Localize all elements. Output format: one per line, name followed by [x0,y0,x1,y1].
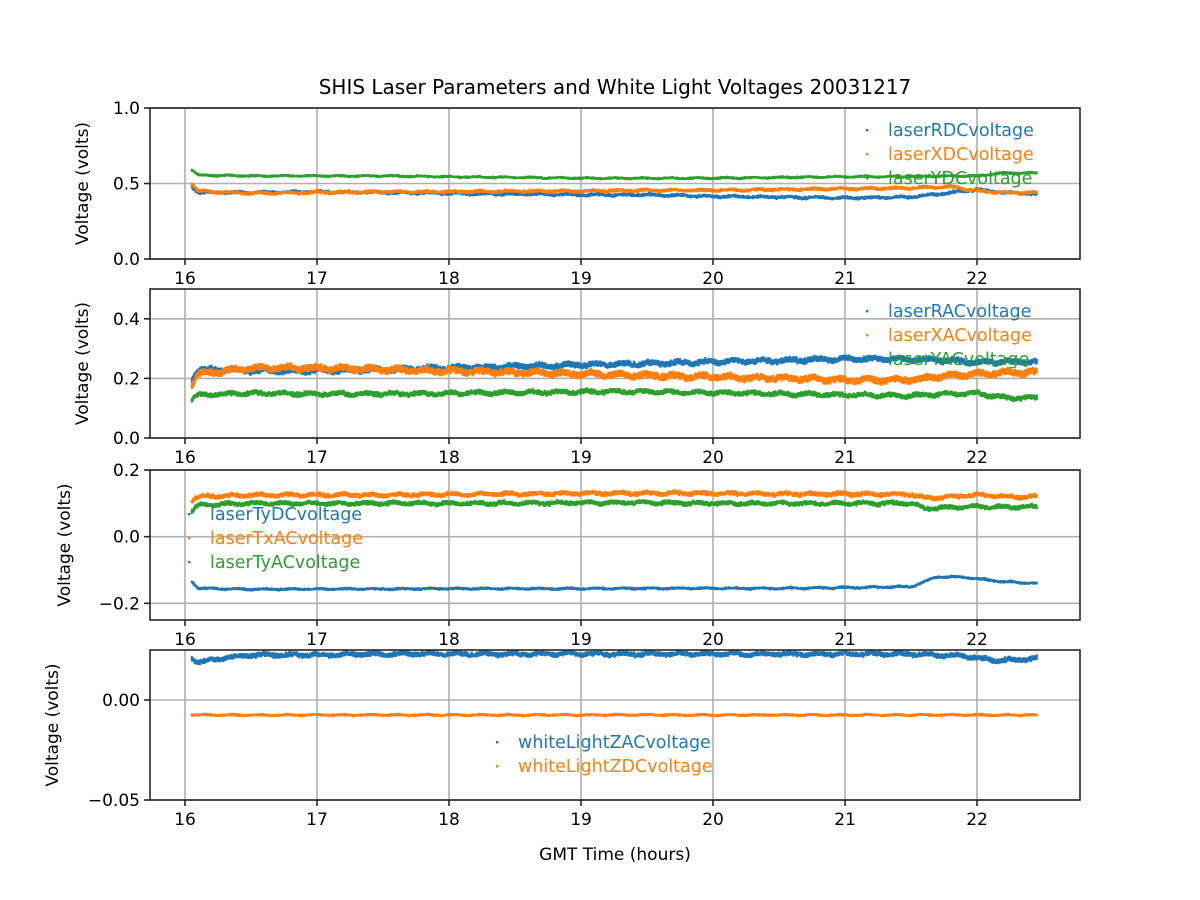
y-axis-label: Voltage (volts) [73,122,93,245]
chart-title: SHIS Laser Parameters and White Light Vo… [319,75,912,99]
series-laserXDCvoltage [190,182,1038,196]
y-tick-label: 1.0 [113,99,140,119]
legend-label: laserXDCvoltage [888,145,1034,165]
legend-label: laserYDCvoltage [888,169,1032,189]
y-tick-label: 0.5 [113,175,140,195]
x-tick-label: 20 [702,269,724,289]
series-laserYACvoltage [190,387,1038,403]
series-laserYDCvoltage [190,168,1038,181]
y-tick-label: 0.0 [113,250,140,270]
data-point [193,378,196,384]
x-tick-label: 18 [438,269,460,289]
legend-marker [866,177,869,180]
x-tick-label: 21 [834,269,856,289]
legend-marker [866,129,869,132]
x-tick-label: 22 [966,269,988,289]
series-laserXACvoltage [190,362,1038,389]
data-point [1035,358,1038,365]
x-tick-label: 19 [570,269,592,289]
x-tick-label: 16 [174,269,196,289]
panel-laser-dc: 16 17 18 19 20 21 22 0.0 0.5 1.0 Voltage (volts) la… [73,99,1081,289]
legend-label: laserRDCvoltage [888,121,1034,141]
data-point [1035,367,1038,374]
legend-marker [866,153,869,156]
legend: laserRDCvoltage laserXDCvoltage laserYDCvo… [866,121,1034,189]
data-point [1035,171,1038,175]
data-point [1035,190,1038,194]
x-tick-label: 17 [306,269,328,289]
